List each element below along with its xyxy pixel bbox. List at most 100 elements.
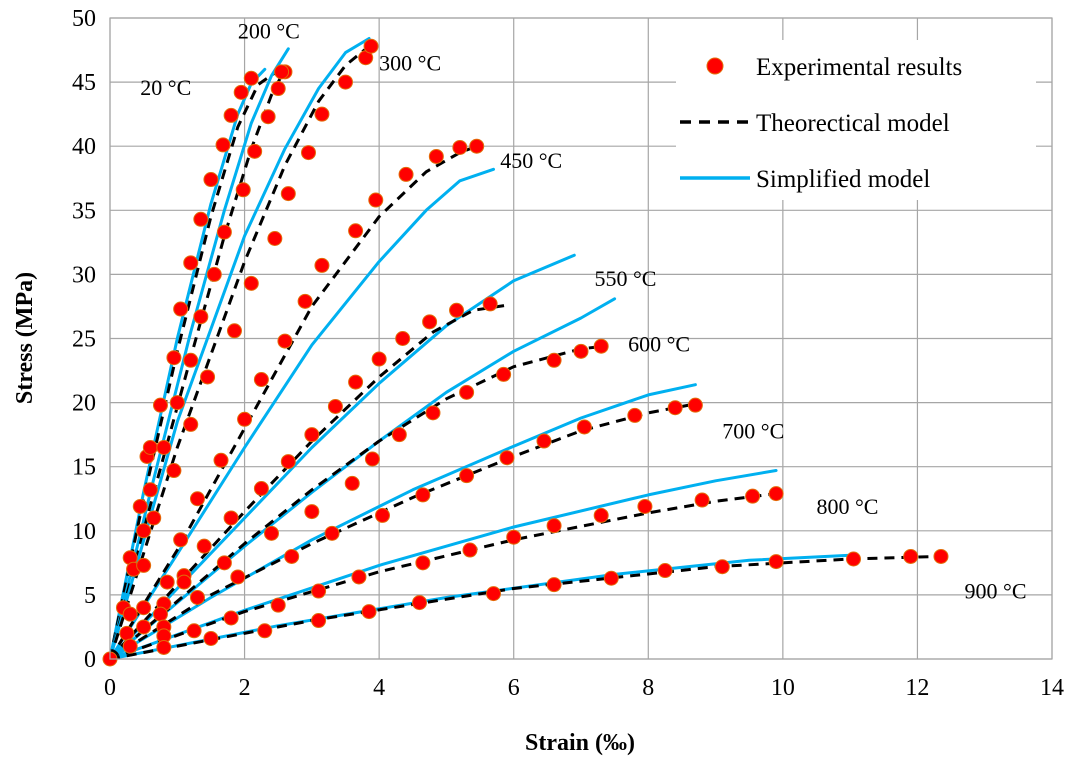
experimental-point-450c (159, 574, 175, 590)
y-tick-label: 5 (84, 583, 96, 609)
x-tick-label: 4 (373, 675, 385, 701)
experimental-point-550c (223, 510, 239, 526)
experimental-point-900c (714, 559, 730, 575)
experimental-point-900c (903, 548, 919, 564)
experimental-point-550c (122, 638, 138, 654)
experimental-point-550c (371, 351, 387, 367)
experimental-point-900c (603, 570, 619, 586)
experimental-point-450c (253, 372, 269, 388)
x-tick-label: 10 (771, 675, 795, 701)
experimental-point-450c (368, 192, 384, 208)
experimental-point-800c (415, 555, 431, 571)
experimental-point-300c (267, 231, 283, 247)
experimental-point-450c (398, 166, 414, 182)
experimental-point-300c (136, 557, 152, 573)
legend-label: Simplified model (756, 166, 930, 193)
experimental-point-20c (233, 84, 249, 100)
theoretical-curve-550c (108, 303, 508, 661)
experimental-point-900c (768, 554, 784, 570)
experimental-point-20c (223, 107, 239, 123)
experimental-point-200c (206, 266, 222, 282)
theoretical-curve-200c (108, 75, 283, 660)
experimental-point-450c (297, 293, 313, 309)
experimental-point-300c (338, 74, 353, 90)
experimental-point-700c (415, 487, 431, 503)
experimental-point-300c (243, 275, 259, 291)
experimental-point-900c (156, 639, 172, 655)
experimental-point-200c (183, 352, 199, 368)
theoretical-curve-800c (109, 492, 777, 661)
experimental-point-700c (667, 400, 683, 416)
plot-area-border (109, 17, 1053, 660)
experimental-point-550c (136, 619, 152, 635)
experimental-point-700c (459, 468, 475, 484)
experimental-point-700c (375, 507, 391, 523)
curve-label: 300 °C (379, 51, 441, 76)
experimental-point-20c (152, 397, 168, 413)
experimental-point-900c (203, 630, 219, 646)
experimental-point-600c (546, 352, 562, 368)
experimental-point-700c (230, 569, 246, 585)
experimental-point-300c (300, 145, 316, 161)
experimental-point-200c (235, 182, 251, 198)
experimental-point-700c (627, 407, 643, 423)
experimental-point-800c (593, 507, 609, 523)
x-tick-label: 6 (508, 675, 520, 701)
experimental-point-300c (122, 606, 138, 622)
experimental-point-300c (280, 186, 296, 202)
experimental-point-600c (152, 606, 168, 622)
y-tick-label: 35 (72, 198, 96, 224)
y-tick-label: 50 (72, 6, 96, 32)
curve-label: 700 °C (722, 418, 784, 443)
experimental-point-700c (536, 433, 552, 449)
experimental-point-300c (363, 38, 379, 54)
experimental-point-800c (186, 623, 202, 639)
y-tick-label: 45 (72, 70, 96, 96)
experimental-point-200c (216, 224, 232, 240)
experimental-point-20c (215, 137, 231, 153)
experimental-point-20c (193, 211, 209, 227)
experimental-point-300c (314, 106, 330, 122)
experimental-point-200c (274, 64, 290, 80)
experimental-point-900c (486, 586, 502, 602)
experimental-point-600c (216, 555, 232, 571)
experimental-point-20c (173, 301, 189, 317)
x-axis-title: Strain (‰) (525, 730, 635, 756)
curve-label: 450 °C (500, 148, 562, 173)
experimental-point-550c (253, 480, 269, 496)
simplified-curve-450c (108, 167, 495, 661)
experimental-point-700c (284, 548, 300, 564)
experimental-point-550c (482, 296, 498, 312)
curve-labels: 20 °C 200 °C 300 °C 450 °C 550 °C 600 °C 700 °… (140, 19, 1026, 604)
curve-label: 550 °C (594, 266, 656, 291)
curve-label: 600 °C (628, 331, 690, 356)
y-tick-label: 15 (72, 455, 96, 481)
theoretical-curve-450c (108, 144, 478, 660)
experimental-point-450c (237, 411, 253, 427)
experimental-point-300c (200, 369, 216, 385)
experimental-point-800c (768, 486, 784, 502)
experimental-point-20c (183, 255, 199, 271)
experimental-point-300c (183, 416, 199, 432)
experimental-point-200c (260, 109, 276, 125)
experimental-point-600c (593, 338, 609, 354)
legend-label: Theorectical model (756, 110, 950, 137)
experimental-point-700c (499, 450, 515, 466)
experimental-point-450c (136, 600, 152, 616)
experimental-point-20c (203, 172, 219, 188)
experimental-point-800c (506, 529, 522, 545)
experimental-point-700c (189, 589, 205, 605)
experimental-point-900c (657, 563, 673, 579)
experimental-point-550c (327, 398, 343, 414)
experimental-point-450c (119, 625, 135, 641)
experimental-point-900c (257, 623, 273, 639)
experimental-point-600c (263, 525, 279, 541)
experimental-point-900c (311, 613, 327, 629)
experimental-point-900c (933, 548, 949, 564)
simplified-curve-300c (108, 37, 371, 661)
curve-label: 20 °C (140, 75, 191, 100)
experimental-point-800c (637, 498, 653, 514)
experimental-point-900c (361, 604, 377, 620)
experimental-point-450c (277, 333, 293, 349)
